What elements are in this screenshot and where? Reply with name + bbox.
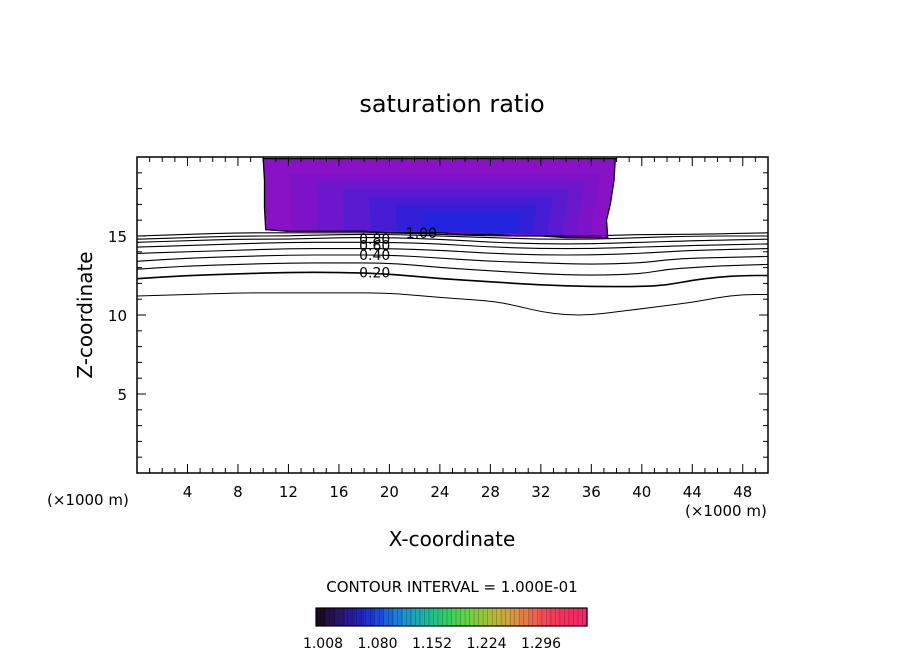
colorbar-cell (519, 608, 530, 626)
x-tick-label: 8 (233, 483, 243, 501)
colorbar (315, 607, 588, 627)
colorbar-cell (499, 608, 511, 626)
contour-line-5 (137, 241, 768, 250)
colorbar-cell (393, 608, 404, 626)
colorbar-cell (345, 608, 356, 626)
y-tick-label: 15 (108, 228, 127, 246)
colorbar-cell (335, 608, 346, 626)
colorbar-cell (461, 608, 472, 626)
colorbar-cell (509, 608, 520, 626)
colorbar-cell (567, 608, 578, 626)
contour-label-4: 0.20 (359, 265, 390, 281)
contour-line-7 (137, 233, 768, 240)
x-unit-left: (×1000 m) (47, 491, 129, 509)
x-tick-label: 12 (279, 483, 298, 501)
colorbar-tick-label: 1.008 (303, 636, 343, 652)
x-tick-label: 32 (531, 483, 550, 501)
colorbar-cell (412, 608, 424, 626)
contour-labels: 1.00 0.800.600.400.20 (359, 226, 437, 282)
contour-line-2 (137, 262, 768, 276)
x-tick-label: 40 (632, 483, 651, 501)
colorbar-tick-label: 1.152 (412, 636, 452, 652)
contour-line-0 (137, 292, 768, 316)
region-boundary (262, 157, 616, 239)
contour-label-3: 0.40 (359, 248, 390, 264)
colorbar-frame (315, 607, 588, 627)
contour-interval-text: CONTOUR INTERVAL = 1.000E-01 (326, 578, 577, 596)
x-unit-right: (×1000 m) (685, 502, 767, 520)
colorbar-cell (470, 608, 482, 626)
x-axis-label: X-coordinate (389, 527, 516, 551)
colorbar-cell (480, 608, 491, 626)
colorbar-cell (538, 608, 549, 626)
contour-label-0: 1.00 (406, 226, 437, 242)
y-tick-label: 5 (117, 386, 127, 404)
region-band-6 (422, 212, 521, 233)
y-axis-label: Z-coordinate (73, 251, 97, 378)
chart-title: saturation ratio (359, 90, 544, 118)
x-tick-label: 4 (183, 483, 193, 501)
contour-line-1 (137, 271, 768, 288)
colorbar-cell (364, 608, 375, 626)
colorbar-cell (325, 608, 336, 626)
colorbar-cell (316, 608, 327, 626)
x-tick-label: 24 (430, 483, 449, 501)
colorbar-cell (432, 608, 443, 626)
colorbar-tick-label: 1.224 (466, 636, 506, 652)
x-tick-label: 44 (683, 483, 702, 501)
colorbar-tick-label: 1.296 (521, 636, 561, 652)
colorbar-tick-labels: 1.008 1.080 1.152 1.224 1.296 (303, 636, 561, 652)
supersaturated-region (262, 157, 616, 239)
contour-lines (137, 232, 768, 316)
colorbar-cell (548, 608, 559, 626)
colorbar-cell (490, 608, 501, 626)
colorbar-cell (422, 608, 433, 626)
x-tick-label: 36 (582, 483, 601, 501)
contour-line-6 (137, 237, 768, 245)
colorbar-cell (441, 608, 453, 626)
colorbar-cell (451, 608, 462, 626)
x-tick-label: 48 (733, 483, 752, 501)
contour-line-4 (137, 248, 768, 256)
x-tick-label: 28 (481, 483, 500, 501)
x-tick-label: 16 (329, 483, 348, 501)
colorbar-cell (577, 608, 588, 626)
x-tick-label: 20 (380, 483, 399, 501)
colorbar-cell (528, 608, 540, 626)
colorbar-cell (383, 608, 395, 626)
colorbar-cell (403, 608, 414, 626)
contour-label-2: 0.60 (359, 238, 390, 254)
y-tick-label: 10 (108, 307, 127, 325)
colorbar-tick-label: 1.080 (357, 636, 397, 652)
colorbar-cell (557, 608, 569, 626)
contour-label-1: 0.80 (359, 232, 390, 248)
colorbar-cell (354, 608, 365, 626)
contour-line-8 (137, 232, 768, 237)
colorbar-cell (374, 608, 385, 626)
contour-line-3 (137, 254, 768, 265)
